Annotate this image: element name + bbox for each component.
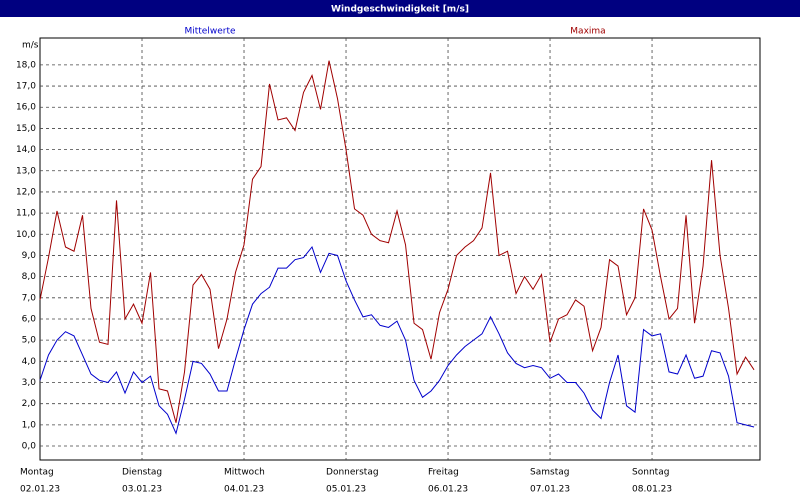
x-tick-date: 06.01.23	[428, 485, 468, 495]
y-tick-label: 6,0	[22, 314, 37, 324]
y-tick-label: 4,0	[22, 357, 37, 367]
x-tick-date: 08.01.23	[632, 485, 672, 495]
y-tick-label: 13,0	[16, 166, 36, 176]
y-tick-label: 18,0	[16, 60, 36, 70]
x-tick-label: Freitag	[428, 468, 459, 478]
x-tick-label: Donnerstag	[326, 468, 379, 478]
legend-label: Mittelwerte	[184, 27, 235, 37]
x-tick-date: 05.01.23	[326, 485, 366, 495]
y-tick-label: 0,0	[22, 442, 37, 452]
y-tick-label: 14,0	[16, 145, 36, 155]
y-tick-label: 11,0	[16, 209, 36, 219]
x-tick-date: 04.01.23	[224, 485, 264, 495]
y-tick-label: 10,0	[16, 230, 36, 240]
y-tick-label: 1,0	[22, 420, 37, 430]
x-tick-label: Dienstag	[122, 468, 162, 478]
y-tick-label: 2,0	[22, 399, 37, 409]
x-tick-label: Sonntag	[632, 468, 669, 478]
y-tick-label: 5,0	[22, 336, 37, 346]
series-line	[39, 60, 755, 423]
chart-title: Windgeschwindigkeit [m/s]	[331, 5, 469, 15]
y-tick-label: 3,0	[22, 378, 37, 388]
y-tick-label: 16,0	[16, 103, 36, 113]
x-tick-label: Samstag	[530, 468, 569, 478]
x-tick-date: 03.01.23	[122, 485, 162, 495]
legend-label: Maxima	[570, 27, 605, 37]
x-tick-label: Montag	[20, 468, 54, 478]
x-tick-date: 07.01.23	[530, 485, 570, 495]
y-tick-label: 17,0	[16, 82, 36, 92]
plot-frame	[39, 37, 761, 461]
y-tick-label: 8,0	[22, 272, 37, 282]
y-tick-label: 15,0	[16, 124, 36, 134]
y-tick-label: 7,0	[22, 293, 37, 303]
title-bar	[0, 0, 800, 17]
series-line	[39, 245, 755, 435]
y-tick-label: 12,0	[16, 187, 36, 197]
x-tick-date: 02.01.23	[20, 485, 60, 495]
y-tick-label: 9,0	[22, 251, 37, 261]
y-unit: m/s	[22, 41, 39, 51]
x-tick-label: Mittwoch	[224, 468, 265, 478]
